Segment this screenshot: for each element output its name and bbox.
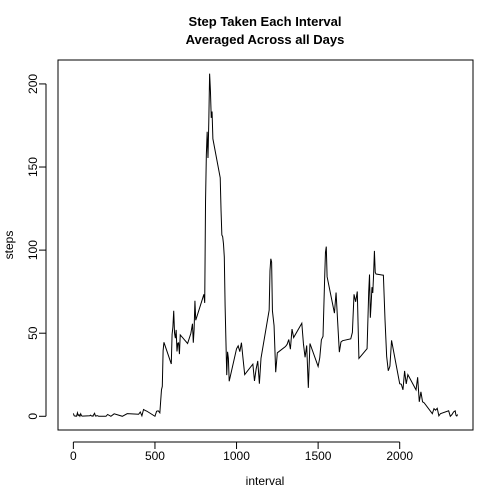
x-tick-label: 2000 xyxy=(386,449,413,463)
y-axis-label: steps xyxy=(2,231,16,260)
y-tick-label: 200 xyxy=(26,74,40,94)
data-line xyxy=(72,73,459,418)
y-tick-label: 50 xyxy=(26,326,40,340)
chart-subtitle: Averaged Across all Days xyxy=(186,32,345,47)
y-tick-label: 150 xyxy=(26,157,40,177)
x-tick-label: 0 xyxy=(70,449,77,463)
y-tick-label: 100 xyxy=(26,240,40,260)
x-axis-label: interval xyxy=(246,474,285,488)
x-tick-label: 1000 xyxy=(223,449,250,463)
chart-title: Step Taken Each Interval xyxy=(189,14,342,29)
y-tick-label: 0 xyxy=(26,413,40,420)
plot-box xyxy=(57,59,474,431)
x-tick-label: 500 xyxy=(145,449,165,463)
x-tick-label: 1500 xyxy=(305,449,332,463)
